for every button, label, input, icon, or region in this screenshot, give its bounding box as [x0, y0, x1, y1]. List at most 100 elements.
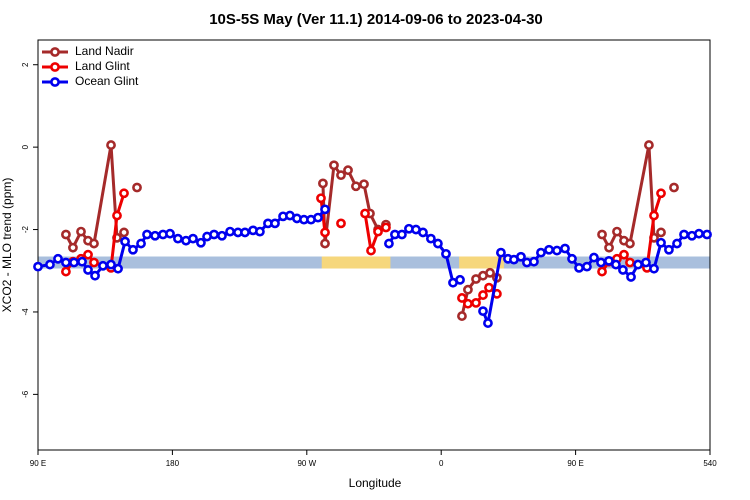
point: [77, 256, 87, 267]
point: [336, 218, 346, 229]
point: [604, 255, 614, 266]
point: [626, 272, 636, 282]
point: [582, 261, 592, 272]
point: [165, 228, 175, 239]
point: [529, 256, 539, 267]
point: [136, 238, 146, 249]
point: [536, 247, 546, 258]
point: [656, 227, 666, 238]
point: [455, 274, 465, 285]
legend-marker: [50, 62, 60, 72]
point: [418, 227, 428, 238]
point: [45, 259, 55, 270]
point: [132, 182, 142, 193]
point: [112, 210, 122, 221]
point: [270, 218, 280, 229]
point: [120, 236, 130, 247]
point: [644, 140, 654, 150]
point: [664, 244, 674, 255]
point: [68, 242, 78, 253]
x-tick-label: 90 W: [297, 459, 316, 468]
point: [106, 140, 116, 150]
x-tick-label: 540: [703, 459, 717, 468]
x-axis-label: Longitude: [349, 476, 402, 490]
point: [589, 252, 599, 263]
series-line: [481, 232, 708, 325]
point: [142, 229, 152, 240]
legend-marker: [50, 47, 60, 57]
point: [255, 226, 265, 237]
point: [316, 193, 326, 204]
point: [240, 227, 250, 238]
point: [336, 170, 346, 181]
point: [516, 251, 526, 262]
point: [656, 237, 666, 248]
y-tick-label: -2: [21, 225, 30, 233]
point: [83, 265, 93, 275]
point: [373, 226, 383, 237]
y-tick-label: -6: [21, 390, 30, 398]
point: [61, 257, 71, 268]
legend-label: Ocean Glint: [75, 74, 139, 88]
point: [596, 257, 606, 268]
point: [318, 178, 328, 189]
point: [694, 228, 704, 239]
point: [53, 253, 63, 264]
point: [359, 179, 369, 190]
point: [619, 249, 629, 260]
point: [485, 267, 495, 278]
point: [649, 210, 659, 221]
point: [89, 238, 99, 249]
point: [76, 226, 86, 237]
point: [196, 237, 206, 248]
point: [633, 259, 643, 270]
point: [61, 266, 71, 277]
point: [471, 297, 481, 308]
point: [441, 248, 451, 259]
point: [702, 229, 712, 240]
point: [611, 259, 621, 270]
point: [360, 208, 370, 219]
point: [351, 181, 361, 192]
y-tick-label: 0: [21, 144, 30, 149]
legend-marker: [50, 77, 60, 87]
point: [574, 262, 584, 273]
plot-frame: [37, 39, 711, 451]
legend-label: Land Glint: [75, 59, 130, 73]
x-tick-label: 180: [166, 459, 180, 468]
point: [320, 227, 330, 238]
point: [597, 266, 607, 277]
point: [33, 261, 43, 272]
point: [61, 229, 71, 240]
point: [552, 245, 562, 256]
point: [89, 257, 99, 268]
point: [496, 247, 506, 258]
point: [343, 165, 353, 176]
series-line: [321, 163, 387, 246]
point: [478, 306, 488, 317]
point: [669, 182, 679, 193]
point: [612, 226, 622, 237]
point: [679, 229, 689, 240]
point: [672, 238, 682, 249]
point: [484, 282, 494, 293]
point: [544, 244, 554, 255]
point: [649, 263, 659, 274]
point: [329, 160, 339, 171]
legend-label: Land Nadir: [75, 44, 134, 58]
point: [225, 226, 235, 237]
point: [320, 238, 330, 249]
point: [567, 253, 577, 264]
point: [209, 229, 219, 240]
point: [90, 270, 100, 281]
point: [119, 227, 129, 238]
point: [217, 230, 227, 241]
point: [597, 229, 607, 240]
point: [433, 238, 443, 249]
point: [98, 260, 108, 271]
point: [641, 257, 651, 268]
land-strip: [321, 256, 391, 269]
point: [106, 259, 116, 270]
y-axis-label: XCO2 - MLO trend (ppm): [0, 178, 14, 313]
